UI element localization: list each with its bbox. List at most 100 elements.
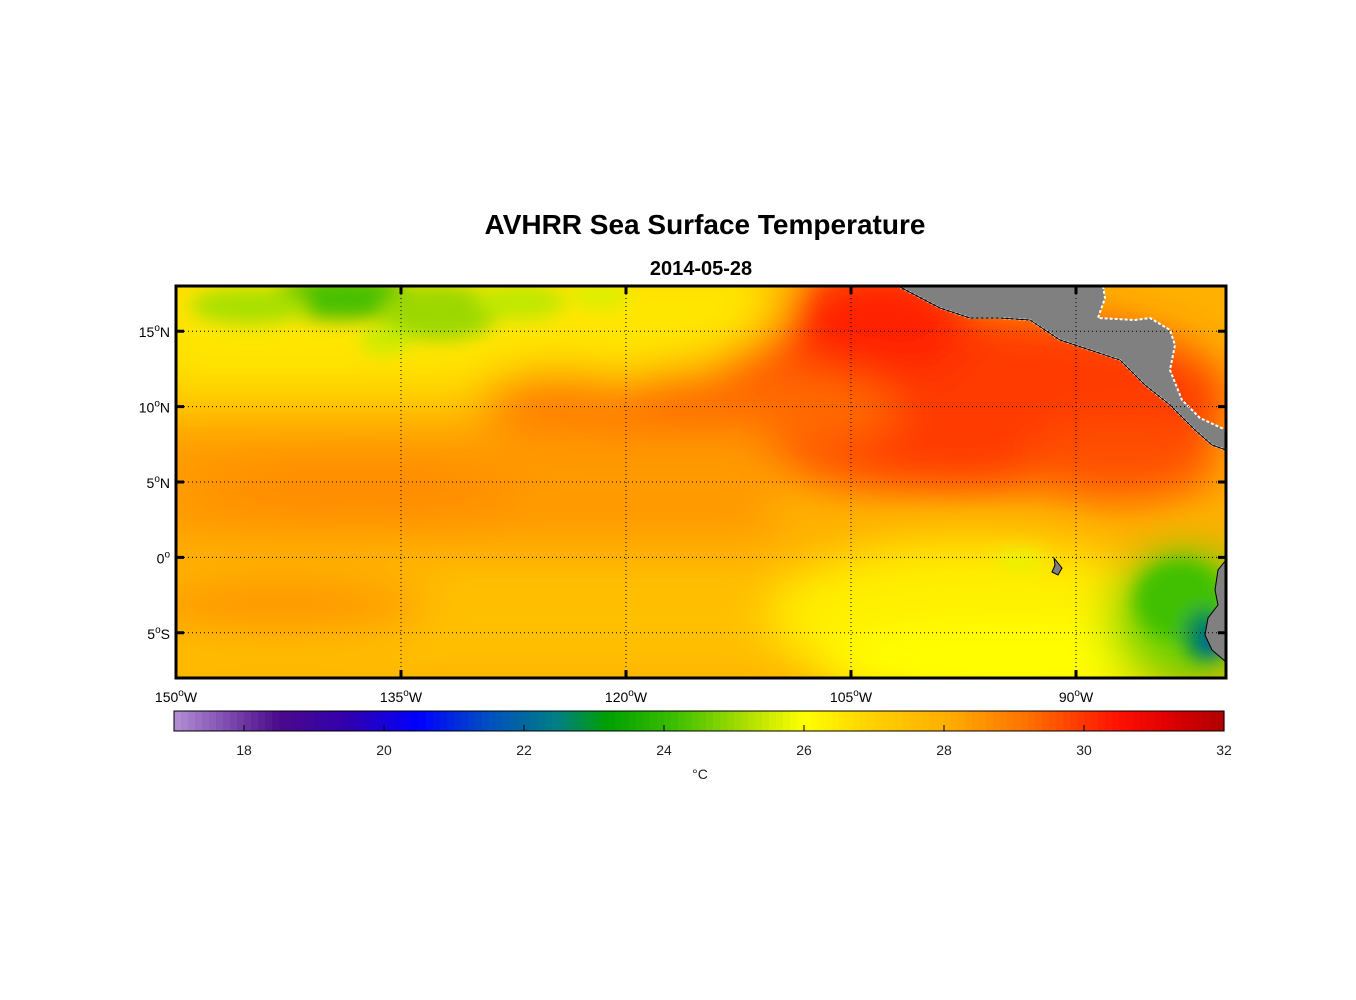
colorbar-segment bbox=[1189, 711, 1197, 731]
colorbar-segment bbox=[531, 711, 539, 731]
colorbar-segment bbox=[181, 711, 189, 731]
colorbar-segment bbox=[552, 711, 560, 731]
colorbar-segment bbox=[1147, 711, 1155, 731]
colorbar-segment bbox=[524, 711, 532, 731]
colorbar-segment bbox=[1168, 711, 1176, 731]
degree-symbol: o bbox=[154, 474, 160, 485]
colorbar-segment bbox=[1098, 711, 1106, 731]
lon-tick-value: 105 bbox=[830, 689, 854, 705]
colorbar-segment bbox=[818, 711, 826, 731]
colorbar-segment bbox=[1105, 711, 1113, 731]
degree-symbol: o bbox=[628, 688, 634, 699]
colorbar-segment bbox=[958, 711, 966, 731]
lat-hemisphere: N bbox=[160, 400, 170, 416]
colorbar: 18 20 22 24 26 28 30 32 bbox=[173, 710, 1232, 758]
colorbar-segment bbox=[650, 711, 658, 731]
colorbar-segment bbox=[1070, 711, 1078, 731]
colorbar-segment bbox=[748, 711, 756, 731]
colorbar-segment bbox=[1049, 711, 1057, 731]
colorbar-segment bbox=[629, 711, 637, 731]
colorbar-segment bbox=[510, 711, 518, 731]
colorbar-segment bbox=[664, 711, 672, 731]
degree-symbol: o bbox=[853, 688, 859, 699]
colorbar-segment bbox=[937, 711, 945, 731]
lat-hemisphere: N bbox=[160, 475, 170, 491]
colorbar-segment bbox=[398, 711, 406, 731]
colorbar-segment bbox=[755, 711, 763, 731]
colorbar-segment bbox=[251, 711, 259, 731]
colorbar-segment bbox=[475, 711, 483, 731]
colorbar-segment bbox=[1203, 711, 1211, 731]
colorbar-segment bbox=[265, 711, 273, 731]
lat-tick-value: 0 bbox=[157, 550, 165, 566]
colorbar-segment bbox=[692, 711, 700, 731]
lon-tick-value: 90 bbox=[1059, 689, 1075, 705]
colorbar-segment bbox=[839, 711, 847, 731]
colorbar-segment bbox=[1042, 711, 1050, 731]
colorbar-segment bbox=[377, 711, 385, 731]
lon-tick-label: 120oW bbox=[605, 688, 648, 705]
degree-symbol: o bbox=[154, 399, 160, 410]
colorbar-segment bbox=[965, 711, 973, 731]
degree-symbol: o bbox=[1074, 688, 1080, 699]
colorbar-segment bbox=[832, 711, 840, 731]
colorbar-segment bbox=[307, 711, 315, 731]
colorbar-segment bbox=[951, 711, 959, 731]
degree-symbol: o bbox=[155, 625, 161, 636]
colorbar-segment bbox=[244, 711, 252, 731]
colorbar-segment bbox=[566, 711, 574, 731]
colorbar-segment bbox=[860, 711, 868, 731]
colorbar-segment bbox=[1119, 711, 1127, 731]
colorbar-tick-label: 30 bbox=[1076, 742, 1092, 758]
colorbar-segment bbox=[384, 711, 392, 731]
colorbar-segment bbox=[867, 711, 875, 731]
colorbar-segment bbox=[258, 711, 266, 731]
colorbar-segment bbox=[1028, 711, 1036, 731]
colorbar-segment bbox=[209, 711, 217, 731]
galapagos-island bbox=[1051, 556, 1063, 576]
colorbar-segment bbox=[237, 711, 245, 731]
colorbar-tick-label: 20 bbox=[376, 742, 392, 758]
colorbar-segment bbox=[1182, 711, 1190, 731]
colorbar-segment bbox=[881, 711, 889, 731]
colorbar-segment bbox=[979, 711, 987, 731]
colorbar-segment bbox=[489, 711, 497, 731]
colorbar-segment bbox=[230, 711, 238, 731]
colorbar-tick-label: 28 bbox=[936, 742, 952, 758]
colorbar-segment bbox=[1175, 711, 1183, 731]
colorbar-segment bbox=[454, 711, 462, 731]
central-america-outline bbox=[897, 285, 1227, 451]
colorbar-segment bbox=[1021, 711, 1029, 731]
colorbar-segment bbox=[811, 711, 819, 731]
colorbar-segment bbox=[1210, 711, 1218, 731]
colorbar-segment bbox=[272, 711, 280, 731]
colorbar-segment bbox=[1014, 711, 1022, 731]
colorbar-tick-label: 32 bbox=[1216, 742, 1232, 758]
colorbar-segment bbox=[1161, 711, 1169, 731]
lon-tick-label: 90oW bbox=[1059, 688, 1094, 705]
colorbar-tick-label: 22 bbox=[516, 742, 532, 758]
colorbar-segment bbox=[286, 711, 294, 731]
colorbar-segment bbox=[461, 711, 469, 731]
colorbar-tick-label: 24 bbox=[656, 742, 672, 758]
lon-hemisphere: W bbox=[634, 689, 648, 705]
colorbar-segment bbox=[202, 711, 210, 731]
colorbar-segment bbox=[1126, 711, 1134, 731]
lon-tick-label: 105oW bbox=[830, 688, 873, 705]
colorbar-segment bbox=[853, 711, 861, 731]
colorbar-segment bbox=[391, 711, 399, 731]
lat-tick-value: 10 bbox=[139, 400, 155, 416]
colorbar-segment bbox=[587, 711, 595, 731]
colorbar-segment bbox=[916, 711, 924, 731]
degree-symbol: o bbox=[154, 323, 160, 334]
lat-tick-label: 10oN bbox=[139, 399, 170, 416]
colorbar-segment bbox=[293, 711, 301, 731]
colorbar-segment bbox=[713, 711, 721, 731]
colorbar-segment bbox=[1035, 711, 1043, 731]
colorbar-segment bbox=[909, 711, 917, 731]
lon-hemisphere: W bbox=[859, 689, 873, 705]
degree-symbol: o bbox=[403, 688, 409, 699]
colorbar-segment bbox=[300, 711, 308, 731]
lat-tick-label: 5oN bbox=[147, 474, 170, 491]
